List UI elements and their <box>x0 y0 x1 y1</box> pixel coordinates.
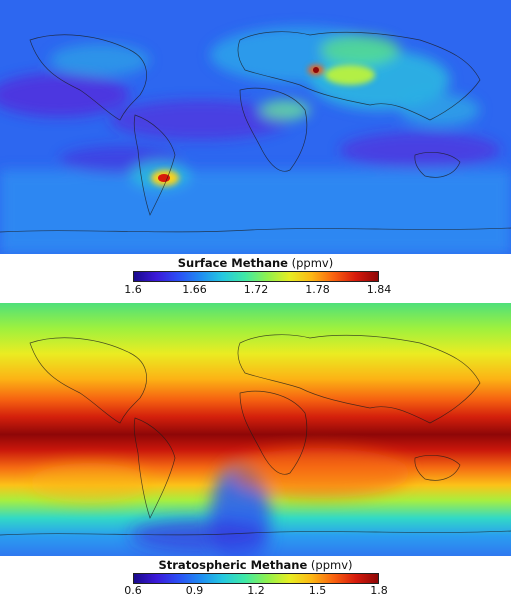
strat-colorbar-ticks: 0.6 0.9 1.2 1.5 1.8 <box>0 584 511 600</box>
strat-legend-title-main: Stratospheric Methane <box>158 558 308 572</box>
surface-tick-label: 1.78 <box>305 283 330 296</box>
surface-colorbar <box>133 271 379 282</box>
surface-tick-label: 1.84 <box>366 283 392 296</box>
strat-tick-label: 1.5 <box>308 584 327 597</box>
strat-legend-title-unit: (ppmv) <box>310 558 353 572</box>
strat-colorbar <box>133 573 379 584</box>
strat-legend-title: Stratospheric Methane (ppmv) <box>0 558 511 572</box>
stratospheric-methane-legend: Stratospheric Methane (ppmv) 0.6 0.9 1.2… <box>0 558 511 599</box>
strat-tick-label: 1.2 <box>247 584 265 597</box>
surface-legend-title-unit: (ppmv) <box>291 256 334 270</box>
strat-tick-label: 1.8 <box>370 584 388 597</box>
surface-tick-label: 1.6 <box>124 283 142 296</box>
stratospheric-methane-map <box>0 303 511 556</box>
surface-tick-label: 1.72 <box>243 283 269 296</box>
surface-methane-field <box>0 0 511 254</box>
stratospheric-methane-field <box>0 303 511 556</box>
surface-tick-label: 1.66 <box>182 283 207 296</box>
surface-methane-map <box>0 0 511 254</box>
surface-legend-title-main: Surface Methane <box>177 256 288 270</box>
surface-methane-legend: Surface Methane (ppmv) 1.6 1.66 1.72 1.7… <box>0 256 511 300</box>
strat-tick-label: 0.9 <box>185 584 204 597</box>
strat-tick-label: 0.6 <box>124 584 142 597</box>
surface-colorbar-ticks: 1.6 1.66 1.72 1.78 1.84 <box>0 283 511 299</box>
surface-legend-title: Surface Methane (ppmv) <box>0 256 511 270</box>
